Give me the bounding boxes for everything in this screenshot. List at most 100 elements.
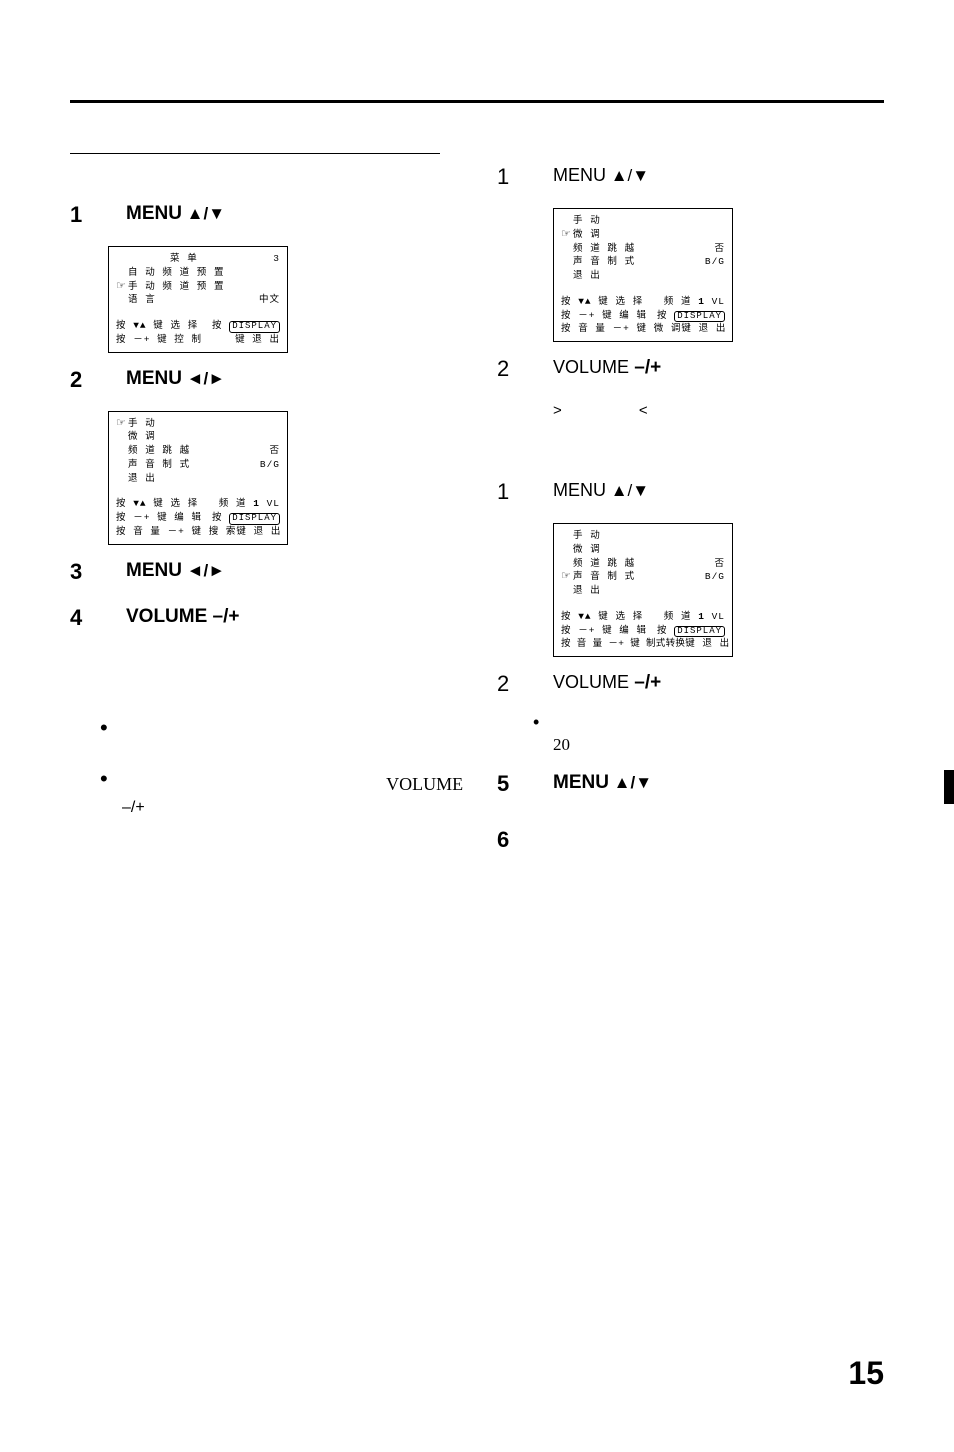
- step-1: 1 MENU ▲/▼: [70, 202, 467, 228]
- arrows: ▲/▼: [182, 204, 225, 223]
- osd-line: 声 音 制 式: [561, 255, 635, 269]
- step-text: MENU ◄/►: [126, 559, 467, 585]
- osd-line: 微 调: [561, 543, 601, 557]
- bullet-item: • VOLUME –/+: [100, 772, 467, 820]
- top-rule: [70, 100, 884, 103]
- note-text: [553, 715, 557, 734]
- volume-keyword: VOLUME –/+: [126, 606, 240, 627]
- osd-hint-right: 键 退 出: [236, 525, 281, 539]
- right-column: 1 MENU ▲/▼ 手 动 微 调 频 道 跳 越否 声 音 制 式B/G 退…: [497, 154, 894, 871]
- osd-value: B/G: [260, 458, 280, 472]
- step-text: MENU ◄/►: [126, 367, 467, 393]
- osd-box-main-menu: 菜 单3 自 动 频 道 预 置 手 动 频 道 预 置 语 言中文 按 ▼▲ …: [108, 246, 288, 353]
- note-text-line2: 20: [553, 734, 894, 757]
- step-number: 4: [70, 605, 126, 631]
- osd-value: 中文: [259, 293, 280, 307]
- step-text: VOLUME –/+: [553, 356, 894, 382]
- osd-hint: 按 音 量 －+ 键 制式转换: [561, 637, 685, 651]
- step-text: MENU ▲/▼: [126, 202, 467, 228]
- osd-hint: 按 ▼▲ 键 选 择: [561, 610, 643, 624]
- plusminus: –/+: [629, 672, 661, 693]
- page-number: 15: [848, 1355, 884, 1392]
- display-key-label: DISPLAY: [229, 321, 280, 332]
- osd-line: 频 道 跳 越: [116, 444, 190, 458]
- bullet-notes: • • VOLUME –/+: [100, 721, 467, 820]
- display-key-label: DISPLAY: [229, 513, 280, 524]
- osd-hint-right: 频 道 1 VL: [664, 295, 725, 309]
- osd-box-sound-system: 手 动 微 调 频 道 跳 越否 声 音 制 式B/G 退 出 按 ▼▲ 键 选…: [553, 523, 733, 657]
- page-edge-tab: [944, 770, 954, 804]
- menu-keyword: MENU: [126, 560, 182, 581]
- step-4: 4 VOLUME –/+: [70, 605, 467, 631]
- step-text: VOLUME –/+: [126, 605, 467, 631]
- display-key-label: DISPLAY: [674, 311, 725, 322]
- step-5: 5 MENU ▲/▼: [497, 771, 894, 797]
- step-r1b: 1 MENU ▲/▼: [497, 479, 894, 505]
- osd-value: 否: [714, 557, 725, 571]
- volume-text: VOLUME: [386, 774, 463, 794]
- step-number: 1: [70, 202, 126, 228]
- osd-line: 手 动: [561, 529, 601, 543]
- step-number: 5: [497, 771, 553, 797]
- step-text: [553, 827, 894, 853]
- osd-value: B/G: [705, 255, 725, 269]
- arrows: ▲/▼: [609, 773, 652, 792]
- step-text: MENU ▲/▼: [553, 479, 894, 505]
- volume-keyword: VOLUME: [553, 672, 629, 692]
- osd-line: 语 言: [116, 293, 156, 307]
- step-number: 2: [70, 367, 126, 393]
- bullet-item: •: [100, 721, 467, 742]
- step-number: 2: [497, 356, 553, 382]
- bullet-dot: •: [533, 715, 553, 729]
- step-number: 6: [497, 827, 553, 853]
- footnote: • 20: [533, 715, 894, 757]
- display-key-label: DISPLAY: [674, 626, 725, 637]
- step-number: 3: [70, 559, 126, 585]
- osd-value: 否: [714, 242, 725, 256]
- step-sub-text: > <: [553, 400, 894, 421]
- osd-box-fine-tune: 手 动 微 调 频 道 跳 越 否 声 音 制 式 B/G 退 出 按 ▼▲ 键 选…: [553, 208, 733, 342]
- osd-line: 退 出: [116, 472, 156, 486]
- osd-hint-right: 频 道 1 VL: [664, 610, 725, 624]
- osd-hint: 按 音 量 －+ 键 搜 索: [116, 525, 236, 539]
- step-number: 1: [497, 479, 553, 505]
- osd-line-selected: 微 调: [561, 228, 601, 242]
- plusminus: –/+: [629, 357, 661, 378]
- bullet-text: [122, 721, 467, 742]
- step-number: 1: [497, 164, 553, 190]
- osd-hint-right: 按 DISPLAY: [657, 309, 725, 323]
- osd-hint-right: 按 DISPLAY: [212, 511, 280, 525]
- osd-hint-right: 键 退 出: [235, 333, 280, 347]
- menu-keyword: MENU: [553, 165, 606, 185]
- menu-keyword: MENU: [553, 772, 609, 793]
- osd-value: B/G: [705, 570, 725, 584]
- osd-hint: 按 －+ 键 编 辑: [561, 624, 647, 638]
- osd-title: 菜 单: [116, 252, 198, 266]
- osd-hint: 按 －+ 键 编 辑: [561, 309, 647, 323]
- step-6: 6: [497, 827, 894, 853]
- osd-hint-right: 按 DISPLAY: [212, 319, 280, 333]
- left-column: 1 MENU ▲/▼ 菜 单3 自 动 频 道 预 置 手 动 频 道 预 置 …: [70, 154, 467, 871]
- osd-line-selected: 手 动: [116, 417, 156, 431]
- step-text: MENU ▲/▼: [553, 164, 894, 190]
- step-r2b: 2 VOLUME –/+: [497, 671, 894, 697]
- step-3: 3 MENU ◄/►: [70, 559, 467, 585]
- bullet-text: VOLUME –/+: [122, 772, 467, 820]
- osd-hint-right: 键 退 出: [681, 322, 726, 336]
- osd-hint: 按 ▼▲ 键 选 择: [116, 497, 198, 511]
- osd-line: 退 出: [561, 269, 601, 283]
- osd-line-selected: 手 动 频 道 预 置: [116, 280, 225, 294]
- arrows: ◄/►: [182, 561, 225, 580]
- plusminus-text: –/+: [122, 799, 145, 816]
- menu-keyword: MENU: [126, 203, 182, 224]
- osd-value: 否: [269, 444, 280, 458]
- arrows: ▲/▼: [606, 481, 649, 500]
- step-r2: 2 VOLUME –/+: [497, 356, 894, 382]
- bullet-dot: •: [100, 721, 122, 742]
- arrows: ▲/▼: [606, 166, 649, 185]
- osd-hint: 按 ▼▲ 键 选 择: [561, 295, 643, 309]
- bullet-dot: •: [100, 772, 122, 820]
- osd-line: 频 道 跳 越: [561, 242, 635, 256]
- osd-line: 手 动: [561, 214, 601, 228]
- osd-hint-right: 按 DISPLAY: [657, 624, 725, 638]
